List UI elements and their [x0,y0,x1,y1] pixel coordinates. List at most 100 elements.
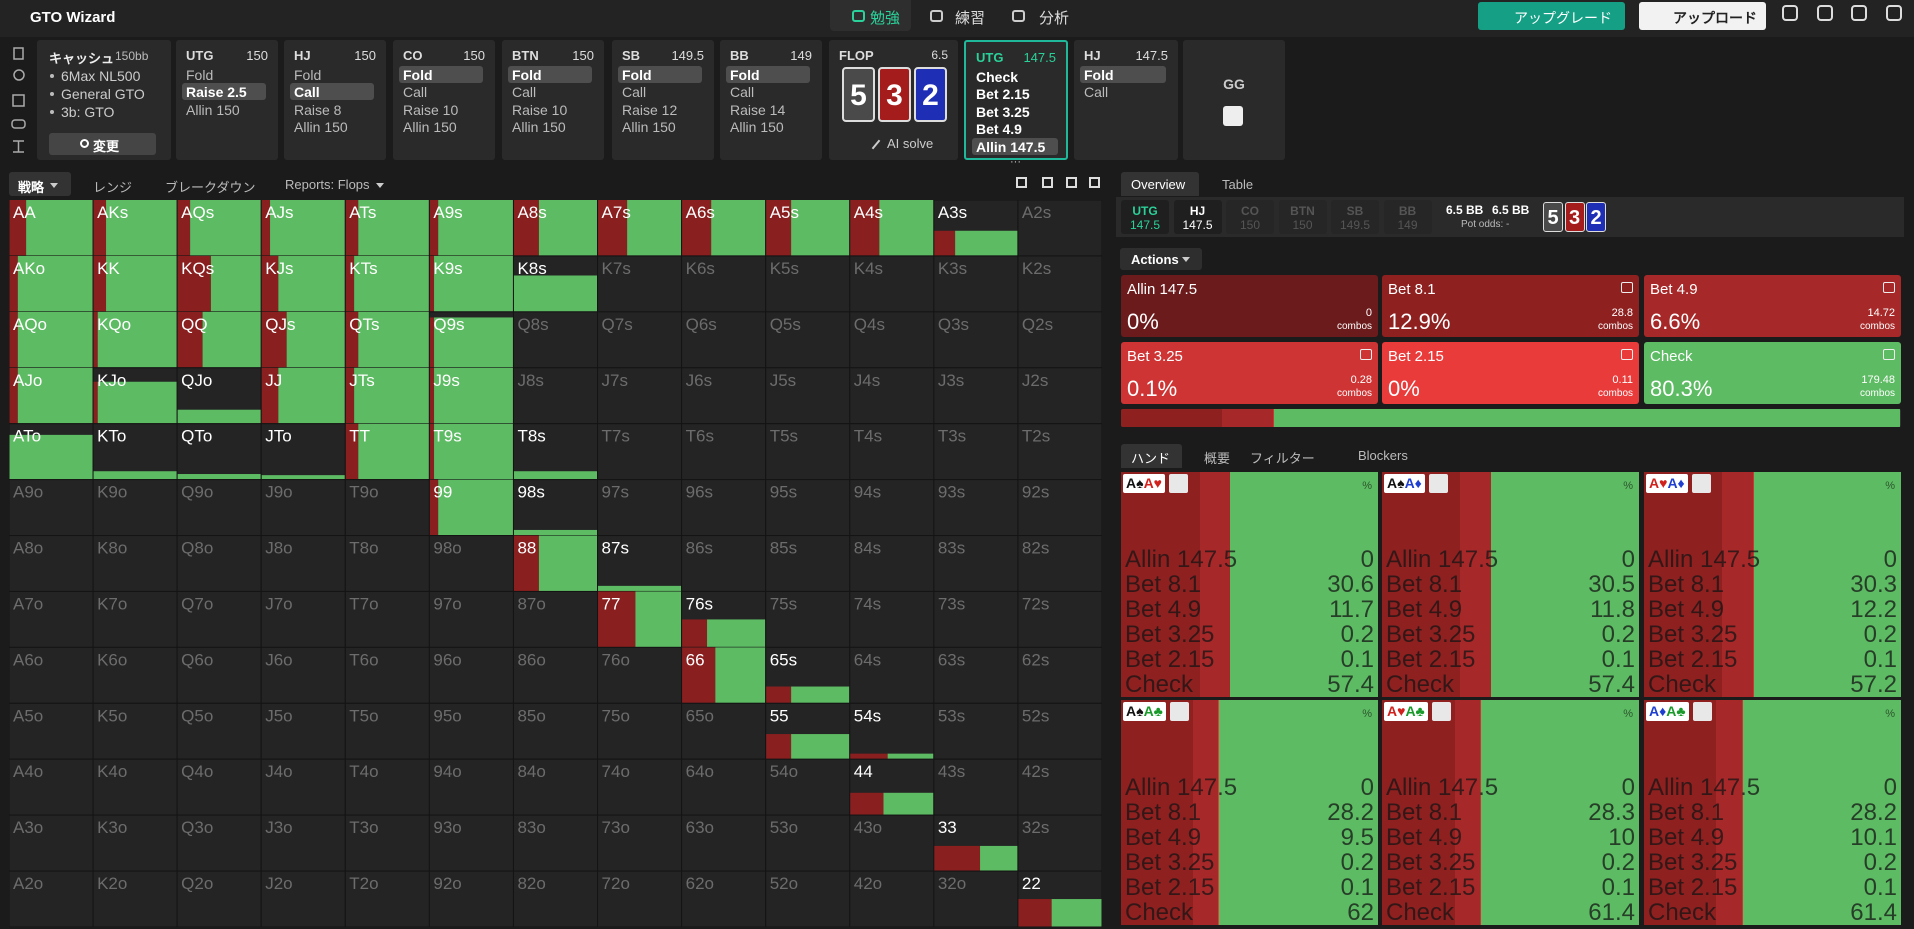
hand-label[interactable]: K3o [97,818,127,837]
header-icon[interactable] [1817,5,1833,21]
hand-label[interactable]: 92s [1022,483,1049,502]
hand-label[interactable]: 54s [854,706,881,725]
hand-label[interactable]: AJs [265,203,293,222]
hand-label[interactable]: 75o [602,706,630,725]
position-action[interactable]: Allin 150 [186,101,240,118]
hand-label[interactable]: KJs [265,259,293,278]
hand-label[interactable]: QTs [349,315,379,334]
header-icon[interactable] [1886,5,1902,21]
hand-label[interactable]: J7o [265,594,292,613]
position-action[interactable]: Bet 2.15 [976,86,1030,103]
hand-label[interactable]: 96s [686,483,713,502]
hand-label[interactable]: A8o [13,539,43,558]
hand-label[interactable]: 86o [517,650,545,669]
actions-dropdown[interactable]: Actions [1120,248,1202,270]
hand-label[interactable]: 66 [686,650,705,669]
position-action[interactable]: Raise 10 [512,101,568,118]
position-box[interactable]: BB 149 Fold Call Raise 14 Allin 150 [720,40,822,160]
hand-label[interactable]: K4s [854,259,883,278]
hand-label[interactable]: 76s [686,594,713,613]
hand-label[interactable]: Q7s [602,315,633,334]
hand-tab[interactable]: フィルター [1250,451,1315,466]
position-action[interactable]: Bet 4.9 [976,121,1022,138]
hand-label[interactable]: AQs [181,203,214,222]
hand-label[interactable]: A6s [686,203,715,222]
hand-label[interactable]: K6s [686,259,715,278]
hand-label[interactable]: 86s [686,539,713,558]
hand-label[interactable]: T7s [602,427,630,446]
hand-label[interactable]: 83s [938,539,965,558]
position-action[interactable]: Allin 147.5 [976,138,1046,155]
hand-label[interactable]: 63s [938,650,965,669]
hand-label[interactable]: K7o [97,594,127,613]
hand-label[interactable]: 98o [433,539,461,558]
hand-card[interactable]: A♥A♣% Allin 147.5 0 Bet 8.1 28.3 Bet 4.9 10 Bet… [1382,700,1639,925]
hand-label[interactable]: 43s [938,762,965,781]
position-action[interactable]: Raise 10 [403,101,459,118]
position-action[interactable]: Call [294,84,320,101]
hand-label[interactable]: 99 [433,483,452,502]
position-action[interactable]: Raise 8 [294,101,342,118]
hand-label[interactable]: Q9s [433,315,464,334]
hand-label[interactable]: 97s [602,483,629,502]
position-action[interactable]: Fold [294,67,322,83]
position-action[interactable]: Raise 14 [730,101,786,118]
position-box[interactable]: UTG 150 Fold Raise 2.5 Allin 150 [176,40,278,160]
hand-label[interactable]: 73o [602,818,630,837]
position-action[interactable]: Raise 12 [622,101,678,118]
upgrade-button[interactable]: アップグレード [1478,2,1625,30]
position-action[interactable]: Call [1084,84,1109,101]
hand-label[interactable]: A5s [770,203,799,222]
nav-item[interactable]: 練習 [955,10,986,27]
hand-label[interactable]: Q8s [517,315,548,334]
hand-label[interactable]: K2s [1022,259,1051,278]
hand-label[interactable]: Q3s [938,315,969,334]
hand-label[interactable]: 42s [1022,762,1049,781]
hand-card[interactable]: A♥A♦% Allin 147.5 0 Bet 8.1 30.3 Bet 4.9 12.2 B… [1644,472,1901,697]
hand-label[interactable]: 43o [854,818,882,837]
strategy-tab[interactable]: Reports: Flops [285,177,370,192]
hand-card[interactable]: A♦A♣% Allin 147.5 0 Bet 8.1 28.2 Bet 4.9 10.1 B… [1644,700,1901,925]
hand-label[interactable]: A7s [602,203,631,222]
position-box[interactable]: SB 149.5 Fold Call Raise 12 Allin 150 [612,40,714,160]
hand-label[interactable]: K2o [97,874,127,893]
hand-label[interactable]: 85s [770,539,797,558]
hand-label[interactable]: 85o [517,706,545,725]
hand-label[interactable]: J6s [686,371,712,390]
hand-label[interactable]: 32s [1022,818,1049,837]
hand-label[interactable]: 64o [686,762,714,781]
position-action[interactable]: Fold [1084,67,1114,83]
hand-label[interactable]: 87o [517,594,545,613]
hand-label[interactable]: J5o [265,706,292,725]
hand-label[interactable]: A9s [433,203,462,222]
save-icon[interactable] [1223,106,1243,126]
position-action[interactable]: Fold [730,67,760,83]
hand-label[interactable]: KTo [97,427,126,446]
hand-label[interactable]: K3s [938,259,967,278]
nav-item[interactable]: 勉強 [870,10,901,27]
hand-label[interactable]: 52o [770,874,798,893]
hand-label[interactable]: QJo [181,371,212,390]
hand-label[interactable]: A3s [938,203,967,222]
hand-label[interactable]: J4s [854,371,880,390]
hand-label[interactable]: J4o [265,762,292,781]
hand-label[interactable]: A8s [517,203,546,222]
hand-label[interactable]: A6o [13,650,43,669]
hand-label[interactable]: A2o [13,874,43,893]
hand-label[interactable]: J3o [265,818,292,837]
position-action[interactable]: Fold [622,67,652,83]
hand-card[interactable]: A♠A♥% Allin 147.5 0 Bet 8.1 30.6 Bet 4.9 11.7 B… [1121,472,1378,697]
ai-solve[interactable]: AI solve [887,136,934,151]
hand-label[interactable]: J2s [1022,371,1048,390]
hand-label[interactable]: JTo [265,427,291,446]
hand-label[interactable]: Q6s [686,315,717,334]
view-icon[interactable] [1042,177,1053,188]
hand-label[interactable]: TT [349,427,370,446]
hand-label[interactable]: T4s [854,427,882,446]
position-action[interactable]: Call [403,84,428,101]
hand-label[interactable]: 73s [938,594,965,613]
hand-label[interactable]: 74o [602,762,630,781]
view-icon[interactable] [1089,177,1100,188]
side-icons[interactable] [8,44,30,156]
hand-label[interactable]: 93o [433,818,461,837]
